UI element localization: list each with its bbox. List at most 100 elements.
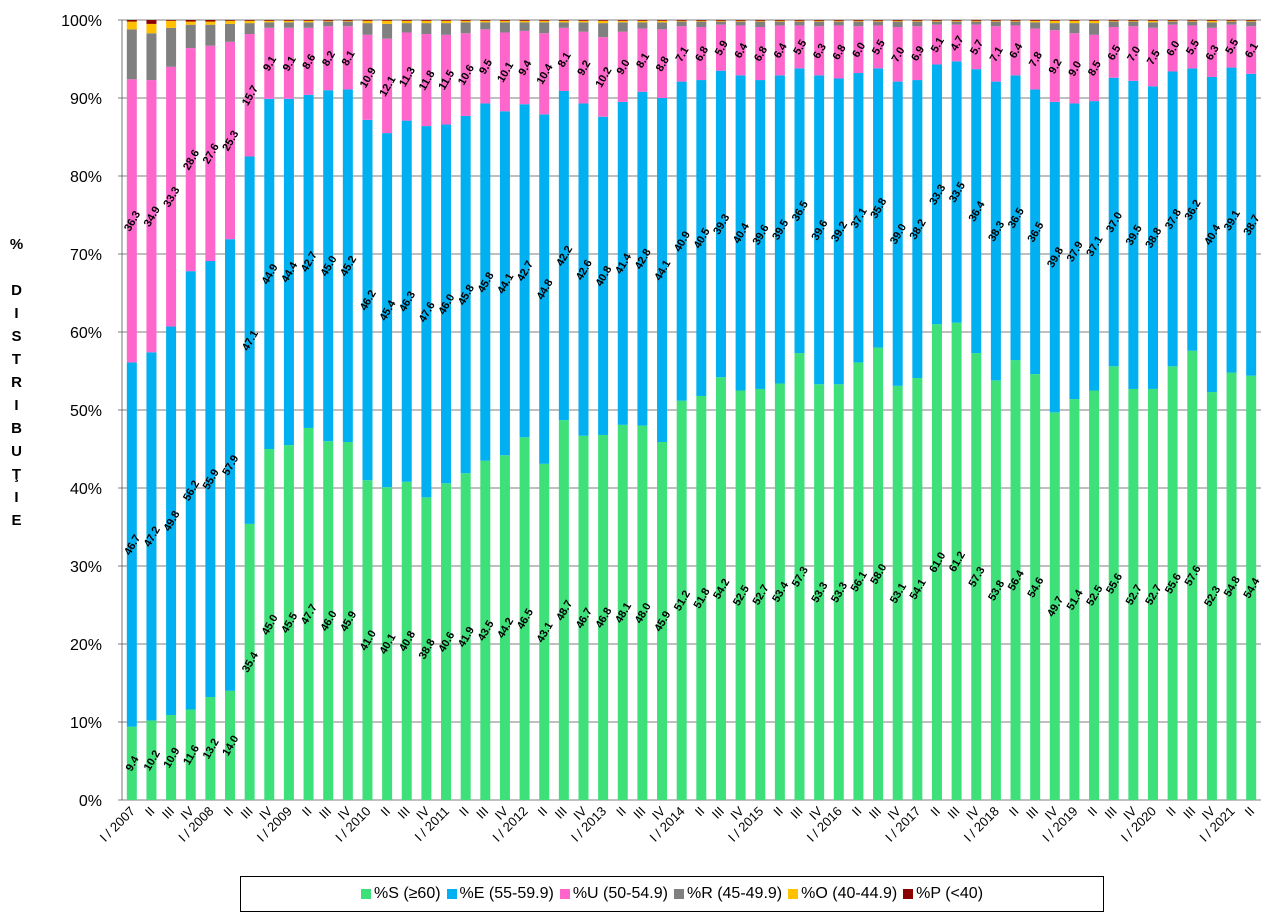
bar-segment <box>519 20 530 21</box>
data-label: 61.2 <box>947 550 968 575</box>
data-label: 9.0 <box>1066 59 1084 78</box>
bar-segment <box>912 26 923 81</box>
x-tick-label: III <box>709 804 727 822</box>
bar-segment <box>303 27 314 95</box>
bar-segment <box>362 34 373 120</box>
bar-segment <box>244 156 255 524</box>
data-label: 52.5 <box>731 583 752 608</box>
bar-segment <box>951 61 962 323</box>
bar-segment <box>1246 73 1257 376</box>
bar-segment <box>578 20 589 21</box>
data-label: 5.1 <box>929 35 947 54</box>
bar-segment <box>794 68 805 354</box>
bar-segment <box>205 20 216 22</box>
bar-segment <box>1147 86 1158 389</box>
bar-segment <box>892 20 903 21</box>
bar-segment <box>362 119 373 481</box>
bar-segment <box>519 437 530 800</box>
data-label: 48.1 <box>613 601 634 626</box>
bar-segment <box>421 20 432 24</box>
data-label: 6.3 <box>811 42 829 61</box>
data-label: 44.4 <box>279 259 301 284</box>
bar-segment <box>951 24 962 62</box>
legend-label: %S (≥60) <box>373 885 441 902</box>
data-label: 41.9 <box>456 625 477 650</box>
bar-segment <box>499 32 510 112</box>
bar-segment <box>1147 20 1158 23</box>
data-label: 52.7 <box>751 583 772 608</box>
bar-segment <box>598 37 609 117</box>
legend-label: %R (45-49.9) <box>686 885 783 902</box>
bar-segment <box>205 21 216 25</box>
data-label: 8.5 <box>1086 59 1104 78</box>
bar-segment <box>912 20 923 22</box>
data-label: 53.1 <box>888 581 909 606</box>
data-label: 39.0 <box>888 222 909 247</box>
data-label: 6.8 <box>752 44 770 63</box>
bar-segment <box>460 115 471 474</box>
bar-segment <box>342 20 353 22</box>
bar-segment <box>126 362 137 727</box>
data-label: 61.0 <box>927 550 948 575</box>
bar-segment <box>1089 390 1100 800</box>
bar-segment <box>225 20 236 24</box>
bar-segment <box>814 20 825 21</box>
data-label: 36.5 <box>1025 220 1046 245</box>
bar-segment <box>460 20 471 21</box>
bar-segment <box>1030 20 1041 21</box>
data-label: 39.3 <box>711 212 732 237</box>
data-label: 52.3 <box>1202 584 1223 609</box>
bar-segment <box>539 463 550 800</box>
data-label: 47.7 <box>299 602 320 627</box>
bar-segment <box>833 78 844 385</box>
y-tick-label: 20% <box>70 637 102 654</box>
x-tick-label: III <box>787 804 805 822</box>
bar-segment <box>1128 20 1139 22</box>
bar-segment <box>480 103 491 461</box>
data-label: 27.6 <box>201 142 222 167</box>
bar-segment <box>990 81 1001 381</box>
bar-segment <box>1049 101 1060 413</box>
data-label: 54.1 <box>908 577 929 602</box>
bar-segment <box>185 24 196 49</box>
x-tick-label: III <box>866 804 884 822</box>
bar-segment <box>1226 24 1237 68</box>
x-tick-label: III <box>552 804 570 822</box>
x-tick-label: II <box>849 804 865 820</box>
bar-segment <box>735 21 746 26</box>
x-tick-label: II <box>770 804 786 820</box>
bar-segment <box>441 34 452 125</box>
data-label: 11.8 <box>417 69 438 93</box>
data-label: 5.5 <box>791 38 809 57</box>
y-tick-label: 70% <box>70 247 102 264</box>
data-label: 41.0 <box>358 628 379 653</box>
bar-segment <box>499 20 510 21</box>
bar-segment <box>794 25 805 69</box>
bar-segment <box>657 98 668 442</box>
bar-segment <box>853 26 864 74</box>
data-label: 55.6 <box>1163 571 1184 596</box>
data-label: 46.0 <box>319 609 340 634</box>
data-label: 53.4 <box>770 579 792 604</box>
data-label: 8.1 <box>634 51 652 70</box>
bar-segment <box>1128 20 1139 21</box>
bar-segment <box>853 20 864 22</box>
data-label: 6.8 <box>831 43 849 62</box>
legend: %S (≥60) %E (55-59.9) %U (50-54.9) %R (45-4… <box>240 876 1104 912</box>
bar-segment <box>1167 24 1178 72</box>
bar-segment <box>657 441 668 800</box>
bar-segment <box>814 75 825 385</box>
data-label: 5.5 <box>1184 38 1202 57</box>
data-label: 11.5 <box>436 68 457 92</box>
x-tick-label: I / 2007 <box>97 804 138 845</box>
bar-segment <box>1206 20 1217 21</box>
bar-segment <box>892 385 903 800</box>
data-label: 40.9 <box>672 229 693 254</box>
bar-segment <box>617 22 628 32</box>
bar-segment <box>185 21 196 25</box>
bar-segment <box>382 487 393 800</box>
bar-segment <box>1010 20 1021 21</box>
bar-segment <box>166 66 177 327</box>
data-label: 4.7 <box>948 34 966 53</box>
data-label: 13.2 <box>201 737 222 762</box>
